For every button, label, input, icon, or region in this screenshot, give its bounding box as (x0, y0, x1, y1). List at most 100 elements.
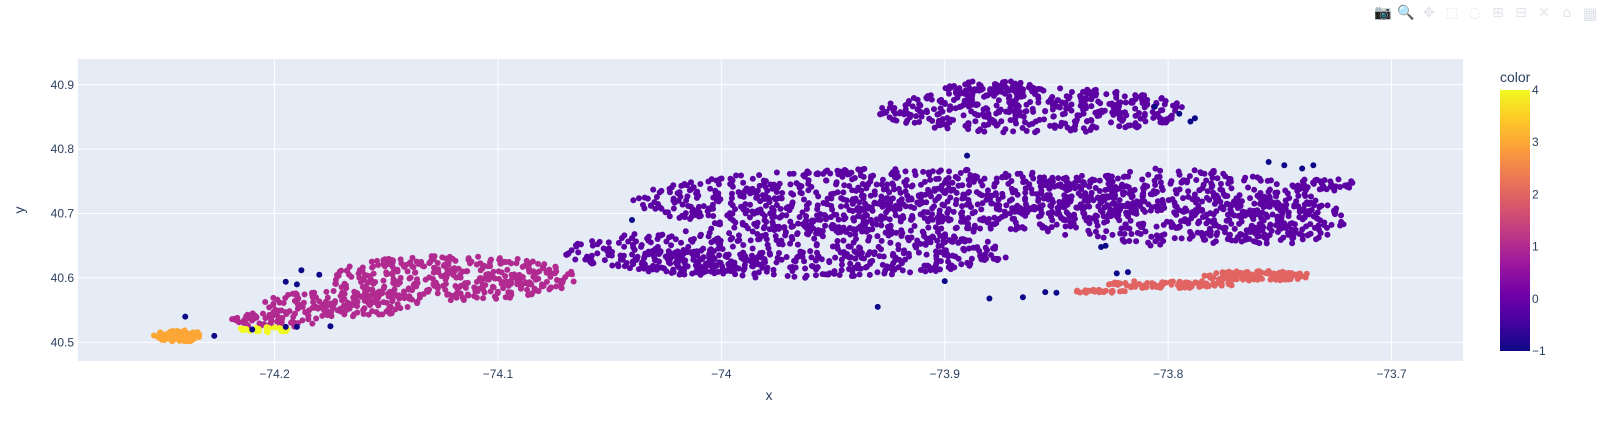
scatter-point[interactable] (1002, 90, 1009, 97)
scatter-point[interactable] (956, 104, 963, 111)
scatter-point[interactable] (1281, 220, 1288, 227)
scatter-point[interactable] (1204, 188, 1211, 195)
scatter-point[interactable] (1273, 181, 1280, 188)
scatter-point[interactable] (1340, 221, 1347, 228)
scatter-point[interactable] (1193, 177, 1200, 184)
scatter-point[interactable] (710, 248, 717, 255)
scatter-point[interactable] (1256, 240, 1263, 247)
scatter-point[interactable] (930, 106, 937, 113)
scatter-point[interactable] (653, 194, 660, 201)
scatter-point[interactable] (1250, 216, 1257, 223)
scatter-point[interactable] (1130, 199, 1137, 206)
scatter-point[interactable] (909, 182, 916, 189)
scatter-point[interactable] (1141, 110, 1148, 117)
scatter-point[interactable] (354, 302, 361, 309)
scatter-point[interactable] (445, 291, 452, 298)
scatter-point[interactable] (891, 186, 898, 193)
scatter-point[interactable] (878, 213, 885, 220)
scatter-point[interactable] (387, 310, 394, 317)
scatter-point[interactable] (1121, 93, 1128, 100)
scatter-point[interactable] (330, 287, 337, 294)
scatter-point[interactable] (1092, 92, 1099, 99)
scatter-point[interactable] (708, 268, 715, 275)
scatter-point[interactable] (893, 229, 900, 236)
scatter-point[interactable] (923, 251, 930, 258)
scatter-point[interactable] (1237, 202, 1244, 209)
scatter-point[interactable] (1009, 205, 1016, 212)
scatter-point[interactable] (1055, 182, 1062, 189)
scatter-point[interactable] (1113, 94, 1120, 101)
scatter-point[interactable] (871, 200, 878, 207)
scatter-point[interactable] (878, 181, 885, 188)
scatter-point[interactable] (696, 266, 703, 273)
scatter-point[interactable] (464, 291, 471, 298)
scatter-point[interactable] (240, 319, 247, 326)
scatter-point[interactable] (1160, 238, 1167, 245)
scatter-point[interactable] (800, 196, 807, 203)
scatter-point[interactable] (980, 106, 987, 113)
scatter-point[interactable] (802, 274, 809, 281)
scatter-point[interactable] (1142, 118, 1149, 125)
scatter-point[interactable] (937, 232, 944, 239)
scatter-point[interactable] (874, 233, 881, 240)
scatter-point[interactable] (847, 231, 854, 238)
scatter-point[interactable] (939, 201, 946, 208)
scatter-point[interactable] (1222, 229, 1229, 236)
scatter-point[interactable] (1127, 168, 1134, 175)
scatter-point[interactable] (1141, 208, 1148, 215)
scatter-point[interactable] (383, 299, 390, 306)
scatter-point[interactable] (914, 106, 921, 113)
scatter-point[interactable] (991, 214, 998, 221)
scatter-point[interactable] (670, 205, 677, 212)
scatter-point[interactable] (1101, 107, 1108, 114)
scatter-point[interactable] (847, 260, 854, 267)
scatter-point[interactable] (609, 262, 616, 269)
scatter-point[interactable] (1008, 177, 1015, 184)
scatter-point[interactable] (772, 196, 779, 203)
scatter-point[interactable] (850, 215, 857, 222)
scatter-point[interactable] (251, 312, 258, 319)
scatter-point[interactable] (977, 225, 984, 232)
scatter-point[interactable] (617, 256, 624, 263)
scatter-point[interactable] (812, 272, 819, 279)
scatter-point[interactable] (813, 249, 820, 256)
scatter-point[interactable] (1005, 109, 1012, 116)
scatter-point[interactable] (1010, 128, 1017, 135)
scatter-point[interactable] (666, 189, 673, 196)
scatter-point[interactable] (1168, 112, 1175, 119)
scatter-point[interactable] (739, 272, 746, 279)
scatter-point[interactable] (936, 266, 943, 273)
scatter-point[interactable] (716, 252, 723, 259)
scatter-point[interactable] (790, 191, 797, 198)
scatter-point[interactable] (1057, 85, 1064, 92)
scatter-point[interactable] (553, 268, 560, 275)
scatter-point[interactable] (682, 228, 689, 235)
scatter-point[interactable] (502, 259, 509, 266)
scatter-point[interactable] (855, 251, 862, 258)
scatter-point[interactable] (1034, 127, 1041, 134)
scatter-point[interactable] (279, 327, 286, 334)
scatter-point[interactable] (182, 338, 189, 345)
scatter-point[interactable] (167, 336, 174, 343)
scatter-point[interactable] (400, 288, 407, 295)
scatter-point[interactable] (1150, 114, 1157, 121)
scatter-point[interactable] (881, 270, 888, 277)
scatter-point[interactable] (668, 269, 675, 276)
scatter-point[interactable] (1181, 218, 1188, 225)
scatter-point[interactable] (920, 230, 927, 237)
scatter-point[interactable] (846, 170, 853, 177)
scatter-point[interactable] (293, 281, 300, 288)
scatter-point[interactable] (1184, 177, 1191, 184)
scatter-point[interactable] (1080, 110, 1087, 117)
scatter-point[interactable] (1208, 180, 1215, 187)
scatter-point[interactable] (860, 192, 867, 199)
scatter-point[interactable] (1030, 175, 1037, 182)
scatter-point[interactable] (1312, 211, 1319, 218)
scatter-point[interactable] (1346, 184, 1353, 191)
scatter-point[interactable] (1083, 289, 1090, 296)
scatter-point[interactable] (319, 312, 326, 319)
scatter-point[interactable] (953, 189, 960, 196)
scatter-point[interactable] (1156, 173, 1163, 180)
scatter-point[interactable] (654, 243, 661, 250)
scatter-point[interactable] (1153, 223, 1160, 230)
